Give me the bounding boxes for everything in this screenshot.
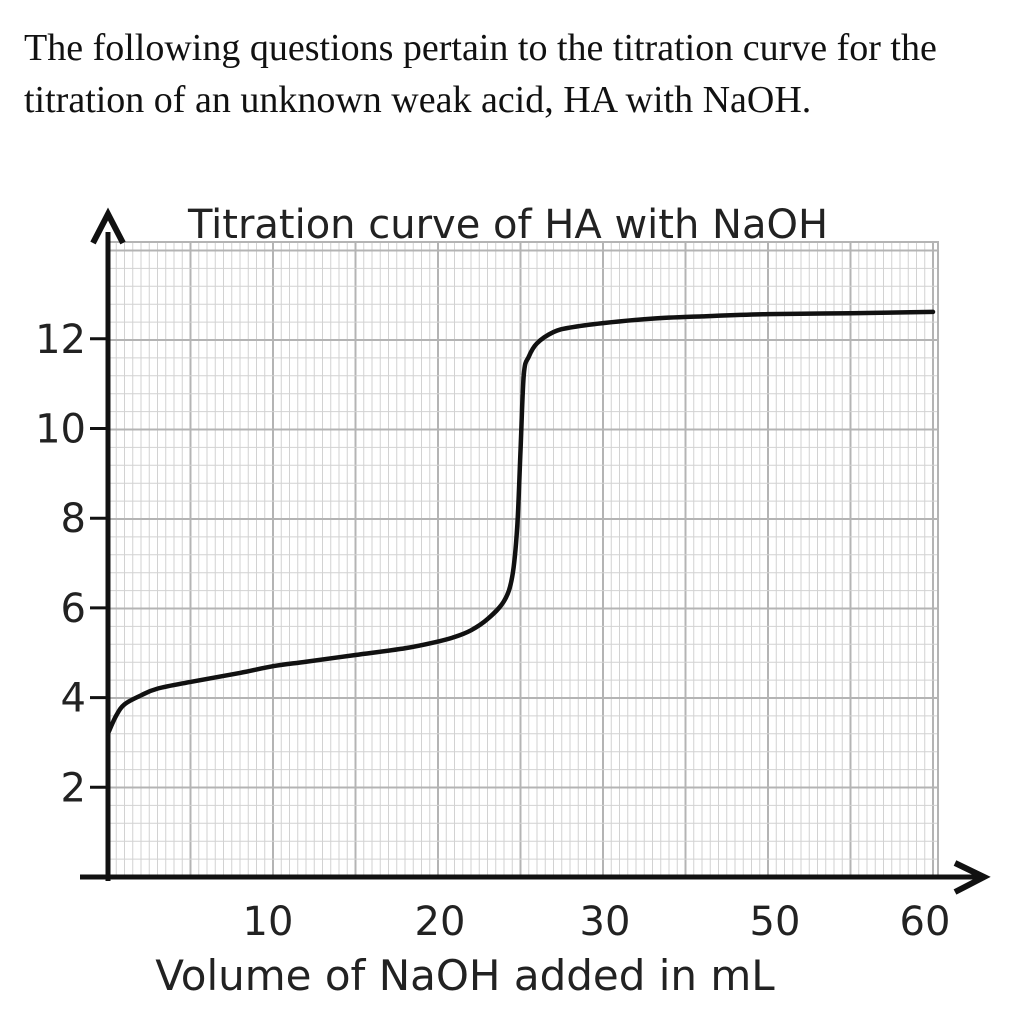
chart-grid [107, 241, 939, 878]
x-tick-label: 60 [900, 899, 951, 945]
question-text: The following questions pertain to the t… [24, 27, 937, 121]
y-tick-label: 4 [61, 676, 86, 722]
chart-ticks: 2 4 6 8 10 12 10 20 30 50 60 [35, 317, 950, 945]
y-tick-label: 2 [61, 765, 86, 811]
x-tick-label: 20 [415, 899, 466, 945]
chart-series [105, 309, 936, 736]
x-axis-arrow [953, 860, 991, 895]
x-tick-label: 30 [580, 899, 631, 945]
y-tick-label: 10 [35, 407, 86, 453]
y-tick-label: 6 [61, 586, 86, 632]
grid-border [107, 241, 939, 878]
y-tick-label: 8 [61, 496, 86, 542]
y-tick-label: 12 [35, 317, 86, 363]
x-axis-label: Volume of NaOH added in mL [155, 951, 775, 1000]
x-tick-label: 10 [243, 899, 294, 945]
chart-title: Titration curve of HA with NaOH [187, 202, 828, 248]
titration-curve-line [105, 309, 936, 736]
y-axis-arrow [90, 207, 126, 245]
x-tick-label: 50 [750, 899, 801, 945]
